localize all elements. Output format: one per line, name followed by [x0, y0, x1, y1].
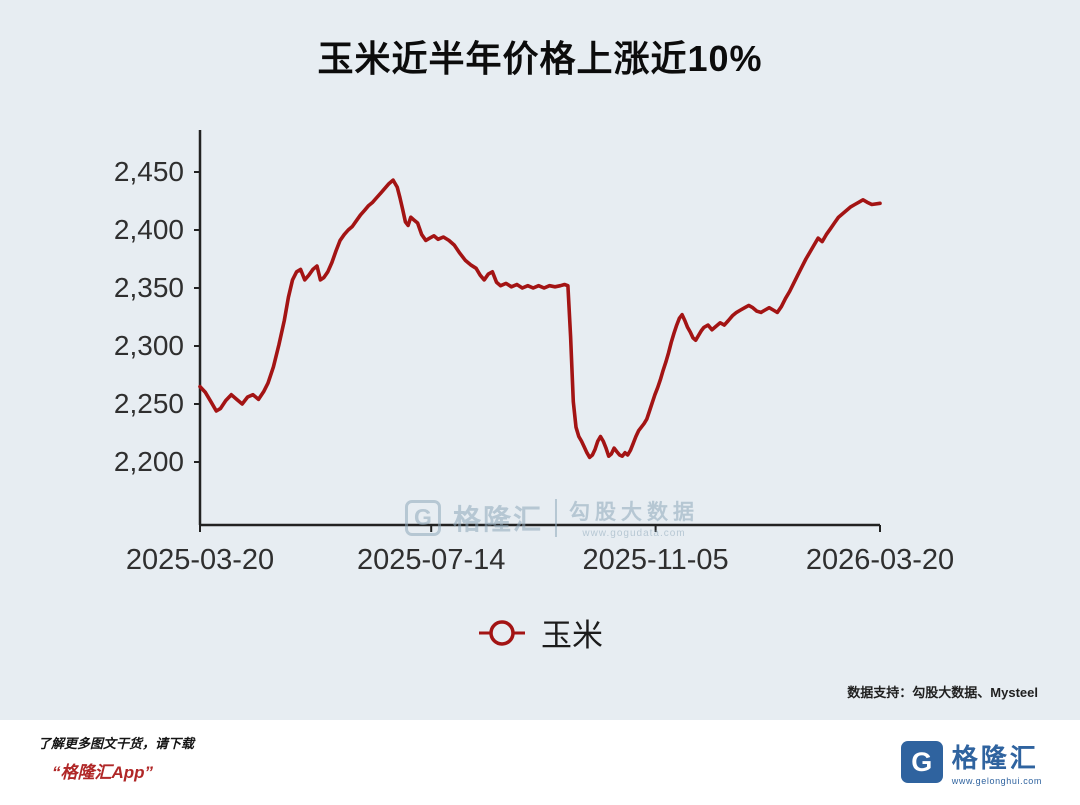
x-tick-label: 2025-07-14 — [357, 544, 505, 576]
y-tick-label: 2,400 — [114, 214, 184, 245]
footer-logo: G 格隆汇 www.gelonghui.com — [900, 738, 1042, 786]
data-support-note: 数据支持：勾股大数据、Mysteel — [847, 685, 1038, 700]
x-tick-label: 2025-03-20 — [126, 544, 274, 576]
price-line-series — [198, 178, 882, 460]
price-chart-svg: 2,450 2,400 2,350 2,300 2,250 2,200 2025-03-20… — [114, 130, 954, 576]
x-tick-label: 2025-11-05 — [582, 544, 728, 576]
footer-bar: 了解更多图文干货，请下载 “格隆汇App” G 格隆汇 www.gelonghu… — [0, 720, 1080, 805]
footer-logo-icon: G — [900, 741, 943, 783]
legend: 玉米 — [0, 610, 1080, 655]
y-tick-label: 2,300 — [114, 330, 184, 361]
promo-text-line1: 了解更多图文干货，请下载 — [38, 736, 195, 751]
promo-text-line2: “格隆汇App” — [52, 763, 154, 782]
x-tick-label: 2026-03-20 — [806, 544, 954, 576]
price-chart: 2,450 2,400 2,350 2,300 2,250 2,200 2025-03-20… — [100, 112, 980, 592]
legend-marker-icon — [479, 619, 525, 646]
y-tick-label: 2,350 — [114, 272, 184, 303]
chart-title: 玉米近半年价格上涨近10% — [317, 38, 763, 79]
y-tick-label: 2,250 — [114, 388, 184, 419]
footer-logo-text: 格隆汇 — [951, 743, 1039, 773]
legend-item-corn[interactable]: 玉米 — [477, 610, 603, 655]
footer-logo-url: www.gelonghui.com — [951, 776, 1042, 786]
y-tick-label: 2,200 — [114, 446, 184, 477]
legend-label: 玉米 — [541, 618, 603, 653]
y-tick-label: 2,450 — [114, 156, 184, 187]
